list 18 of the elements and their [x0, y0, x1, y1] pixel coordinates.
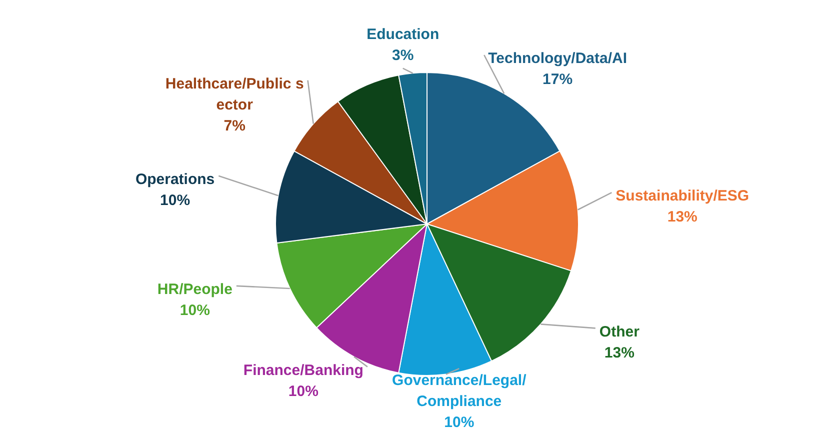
- slice-label: Operations: [135, 171, 215, 188]
- data-label: 13%: [604, 344, 634, 362]
- data-label: 10%: [160, 192, 190, 210]
- slice-label: Technology/Data/AI: [488, 50, 628, 68]
- slice-label: Other: [599, 323, 640, 340]
- data-label: 13%: [667, 208, 698, 226]
- data-label: 10%: [288, 382, 318, 400]
- data-label: 7%: [224, 117, 246, 134]
- slice-label: Education: [366, 26, 440, 43]
- slice-label: Healthcare/Public sector: [165, 75, 304, 114]
- data-label: 10%: [444, 414, 474, 432]
- data-label: 10%: [180, 302, 210, 320]
- data-label: 3%: [392, 46, 414, 64]
- slice-label: Sustainability/ESG: [616, 188, 750, 205]
- slice-label: HR/People: [157, 281, 232, 298]
- slice-label: Governance/Legal/Compliance: [392, 372, 528, 410]
- slice-label: Finance/Banking: [243, 362, 364, 379]
- data-label: 17%: [542, 71, 573, 88]
